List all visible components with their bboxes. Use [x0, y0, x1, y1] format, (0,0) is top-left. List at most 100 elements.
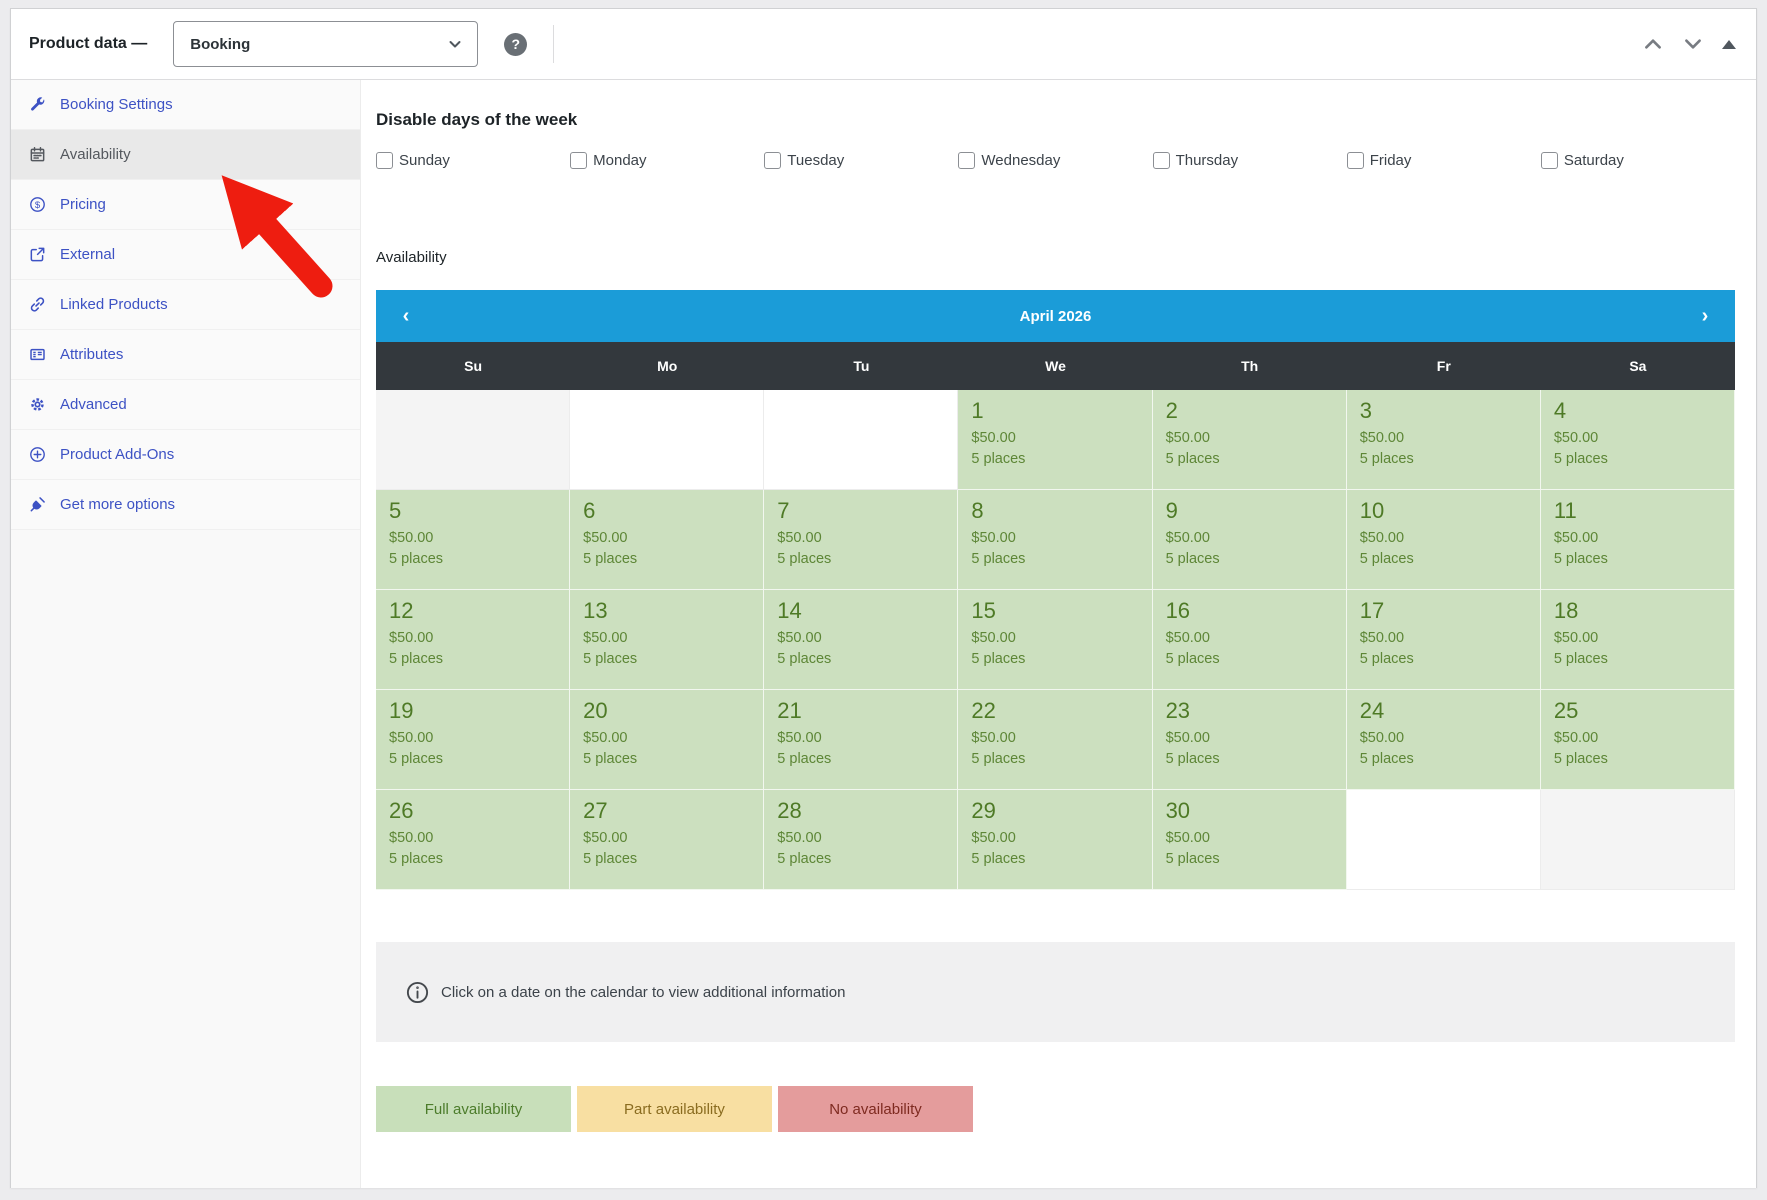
calendar-day-5[interactable]: 5 $50.00 5 places: [376, 490, 571, 590]
calendar-day-2[interactable]: 2 $50.00 5 places: [1152, 390, 1347, 490]
calendar-day-3[interactable]: 3 $50.00 5 places: [1346, 390, 1541, 490]
day-checkbox-friday[interactable]: [1346, 152, 1364, 169]
day-number: 7: [777, 498, 790, 523]
day-number: 28: [777, 798, 802, 823]
info-icon: [406, 981, 429, 1004]
calendar-day-12[interactable]: 12 $50.00 5 places: [376, 590, 571, 690]
calendar-day-30[interactable]: 30 $50.00 5 places: [1152, 790, 1347, 890]
calendar-info-box: Click on a date on the calendar to view …: [376, 942, 1735, 1042]
calendar-weekday-header: Su Mo Tu We Th Fr Sa: [376, 342, 1735, 390]
calendar-day-23[interactable]: 23 $50.00 5 places: [1152, 690, 1347, 790]
move-down-icon[interactable]: [1682, 33, 1704, 55]
availability-calendar: ‹ April 2026 › Su Mo Tu We Th Fr Sa 1 $50.00 5 p…: [376, 290, 1735, 890]
day-price: $50.00: [1165, 829, 1210, 846]
move-up-icon[interactable]: [1642, 33, 1664, 55]
calendar-day-22[interactable]: 22 $50.00 5 places: [958, 690, 1153, 790]
calendar-day-17[interactable]: 17 $50.00 5 places: [1346, 590, 1541, 690]
header-divider: [553, 25, 555, 63]
calendar-day-10[interactable]: 10 $50.00 5 places: [1346, 490, 1541, 590]
product-type-select[interactable]: Booking: [173, 21, 479, 67]
sidebar-item-get-more-options[interactable]: Get more options: [11, 480, 360, 530]
day-number: 12: [389, 598, 414, 623]
day-number: 15: [971, 598, 996, 623]
dollar-icon: $: [29, 196, 46, 213]
calendar-day-7[interactable]: 7 $50.00 5 places: [764, 490, 959, 590]
calendar-grid: 1 $50.00 5 places 2 $50.00 5 places 3 $50.00 5 p…: [376, 390, 1735, 890]
product-data-tabs: Booking Settings Availability $ Pricing Exte…: [11, 80, 361, 1188]
day-number: 17: [1359, 598, 1385, 623]
calendar-next-icon[interactable]: ›: [1701, 305, 1709, 327]
day-checkbox-monday[interactable]: [570, 152, 588, 169]
day-price: $50.00: [971, 829, 1016, 846]
calendar-day-18[interactable]: 18 $50.00 5 places: [1540, 590, 1735, 690]
sidebar-item-external[interactable]: External: [11, 230, 360, 280]
day-places: 5 places: [1359, 651, 1414, 668]
calendar-day-26[interactable]: 26 $50.00 5 places: [376, 790, 571, 890]
weekday-mo: Mo: [657, 358, 678, 374]
calendar-day-4[interactable]: 4 $50.00 5 places: [1540, 390, 1735, 490]
calendar-day-13[interactable]: 13 $50.00 5 places: [570, 590, 765, 690]
calendar-day-25[interactable]: 25 $50.00 5 places: [1540, 690, 1735, 790]
link-icon: [29, 296, 46, 313]
calendar-day-27[interactable]: 27 $50.00 5 places: [570, 790, 765, 890]
day-checkbox-label: Thursday: [1175, 152, 1239, 169]
weekday-tu: Tu: [853, 358, 870, 374]
day-checkbox-row-thursday: Thursday: [1152, 152, 1347, 169]
day-checkbox-row-wednesday: Wednesday: [958, 152, 1152, 169]
calendar-day-21[interactable]: 21 $50.00 5 places: [764, 690, 959, 790]
day-checkbox-label: Wednesday: [981, 152, 1061, 169]
toggle-panel-icon[interactable]: [1722, 39, 1736, 49]
sidebar-item-pricing[interactable]: $ Pricing: [11, 180, 360, 230]
day-places: 5 places: [1553, 651, 1608, 668]
day-places: 5 places: [777, 751, 832, 768]
day-checkbox-thursday[interactable]: [1152, 152, 1170, 169]
day-checkbox-label: Friday: [1369, 152, 1412, 169]
day-checkbox-label: Sunday: [399, 152, 450, 169]
calendar-day-24[interactable]: 24 $50.00 5 places: [1346, 690, 1541, 790]
calendar-day-15[interactable]: 15 $50.00 5 places: [958, 590, 1153, 690]
sidebar-item-linked-products[interactable]: Linked Products: [11, 280, 360, 330]
day-places: 5 places: [389, 851, 444, 868]
day-number: 1: [971, 398, 984, 423]
calendar-day-29[interactable]: 29 $50.00 5 places: [958, 790, 1153, 890]
attributes-icon: [29, 346, 46, 363]
calendar-day-20[interactable]: 20 $50.00 5 places: [570, 690, 765, 790]
day-checkbox-tuesday[interactable]: [764, 152, 782, 169]
sidebar-item-product-add-ons[interactable]: Product Add-Ons: [11, 430, 360, 480]
sidebar-item-advanced[interactable]: Advanced: [11, 380, 360, 430]
calendar-day-28[interactable]: 28 $50.00 5 places: [764, 790, 959, 890]
day-checkbox-row-monday: Monday: [570, 152, 764, 169]
sidebar-item-availability[interactable]: Availability: [11, 130, 360, 180]
calendar-empty-cell: [764, 390, 959, 490]
chevron-down-icon: [447, 36, 463, 52]
day-checkbox-wednesday[interactable]: [958, 152, 976, 169]
availability-calendar-label: Availability: [376, 249, 447, 266]
calendar-day-1[interactable]: 1 $50.00 5 places: [958, 390, 1153, 490]
day-number: 25: [1553, 698, 1579, 723]
day-price: $50.00: [583, 729, 628, 746]
day-checkbox-saturday[interactable]: [1540, 152, 1558, 169]
day-number: 10: [1359, 498, 1385, 523]
calendar-day-6[interactable]: 6 $50.00 5 places: [570, 490, 765, 590]
day-price: $50.00: [777, 829, 822, 846]
day-price: $50.00: [1359, 429, 1405, 446]
day-number: 18: [1553, 598, 1579, 623]
calendar-prev-icon[interactable]: ‹: [402, 305, 410, 327]
day-places: 5 places: [1359, 751, 1414, 768]
disable-days-checkboxes: Sunday Monday Tuesday Wednesday Thursday Frid…: [376, 152, 1735, 169]
calendar-day-19[interactable]: 19 $50.00 5 places: [376, 690, 571, 790]
day-number: 19: [389, 698, 414, 723]
calendar-day-8[interactable]: 8 $50.00 5 places: [958, 490, 1153, 590]
calendar-day-16[interactable]: 16 $50.00 5 places: [1152, 590, 1347, 690]
calendar-day-14[interactable]: 14 $50.00 5 places: [764, 590, 959, 690]
calendar-day-11[interactable]: 11 $50.00 5 places: [1540, 490, 1735, 590]
sidebar-item-booking-settings[interactable]: Booking Settings: [11, 80, 360, 130]
day-places: 5 places: [583, 851, 638, 868]
calendar-day-9[interactable]: 9 $50.00 5 places: [1152, 490, 1347, 590]
day-price: $50.00: [1553, 629, 1599, 646]
panel-title: Product data —: [29, 35, 148, 52]
day-checkbox-sunday[interactable]: [376, 152, 393, 169]
help-icon[interactable]: ?: [504, 32, 528, 56]
calendar-empty-cell: [376, 390, 571, 490]
sidebar-item-attributes[interactable]: Attributes: [11, 330, 360, 380]
